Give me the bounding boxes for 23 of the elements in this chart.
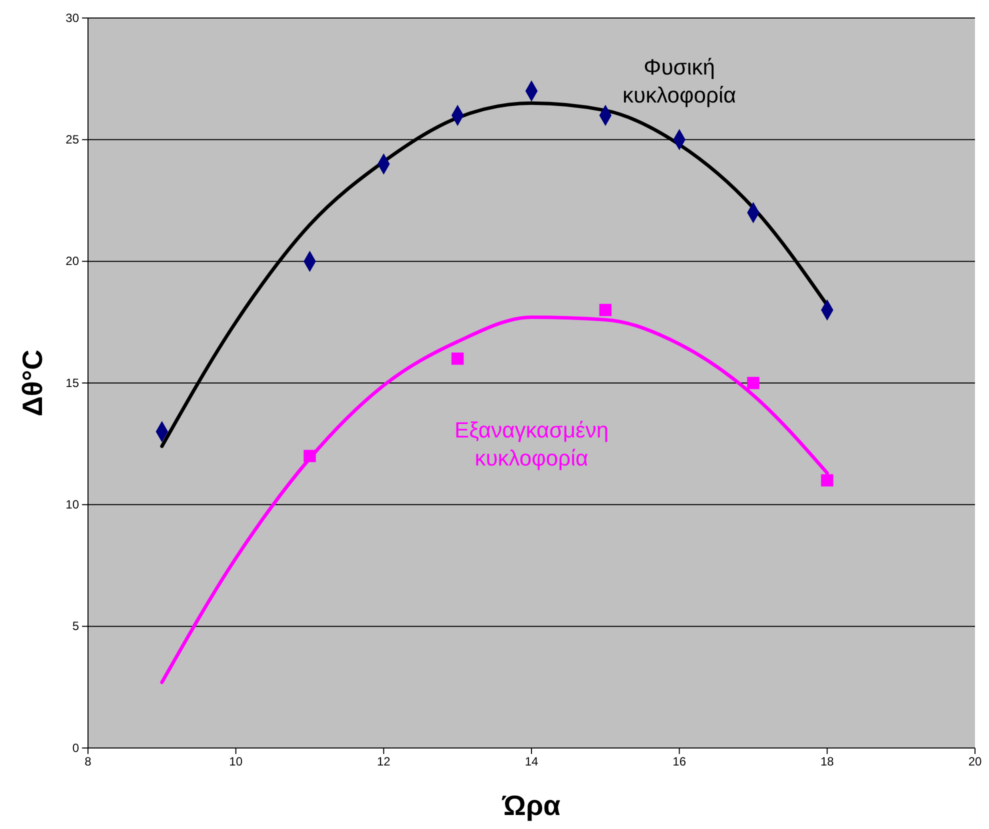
text: Εξαναγκασμένη κυκλοφορία <box>454 417 609 470</box>
y-axis-title: Δθ°C <box>17 350 48 416</box>
point <box>599 304 612 316</box>
point <box>304 450 316 462</box>
y-tick-label: 25 <box>66 132 80 147</box>
x-axis-title: Ώρα <box>502 790 560 821</box>
y-tick-label: 5 <box>72 619 80 634</box>
x-tick-label: 8 <box>84 754 92 769</box>
x-tick-label: 20 <box>968 754 982 769</box>
point <box>451 352 464 365</box>
series-label: Φυσική κυκλοφορία <box>622 54 736 108</box>
x-tick-label: 18 <box>820 754 834 769</box>
point <box>821 474 834 486</box>
y-tick-label: 20 <box>66 254 80 268</box>
x-tick-label: 14 <box>524 754 538 769</box>
point <box>747 376 760 390</box>
y-tick-label: 30 <box>66 10 80 25</box>
x-tick-label: 12 <box>376 754 391 769</box>
y-tick-label: 10 <box>66 498 80 512</box>
x-tick-label: 10 <box>229 754 243 769</box>
x-tick-label: 16 <box>672 754 686 769</box>
y-tick-label: 15 <box>66 376 80 390</box>
y-tick-label: 0 <box>72 740 80 755</box>
